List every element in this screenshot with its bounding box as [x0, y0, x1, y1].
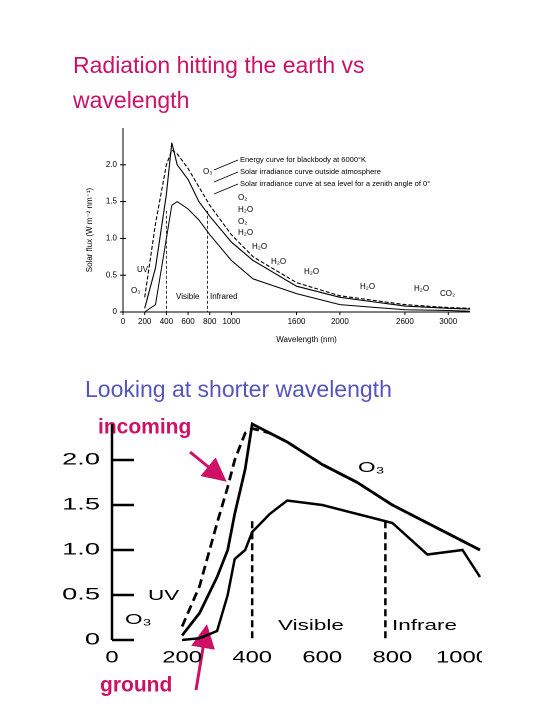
x-tick-label: 400 [232, 648, 272, 667]
incoming-label: incoming [98, 416, 191, 439]
x-tick-label: 800 [373, 648, 413, 667]
y-tick-label: 2.0 [106, 160, 118, 169]
annotation: H₂O [304, 267, 319, 276]
x-axis-label: Wavelength (nm) [276, 335, 337, 344]
chart-title: Looking at shorter wavelength [85, 376, 392, 402]
x-tick-label: 2000 [331, 317, 349, 326]
annotation: Infrare [392, 617, 457, 633]
annotation: O₃ [125, 611, 152, 627]
chart: 0 0.5 1.0 1.5 2.0 0 200 400 600 800 1000 1600 2000 26… [85, 128, 471, 344]
slide-title: Radiation hitting the earth vs [73, 52, 365, 78]
ground-label: ground [100, 674, 172, 697]
x-tick-label: 0 [121, 317, 126, 326]
annotation: H₂O [238, 228, 253, 237]
x-tick-label: 400 [160, 317, 174, 326]
legend-label: Solar irradiance curve outside atmospher… [240, 167, 381, 176]
annotation: O₂ [238, 217, 247, 226]
x-tick-label: 600 [181, 317, 195, 326]
annotation: H₂O [414, 284, 429, 293]
x-tick-label: 2600 [396, 317, 414, 326]
annotation: UV [137, 265, 149, 274]
y-tick-label: 1.0 [62, 539, 100, 558]
series-line [144, 142, 471, 310]
annotation: H₂O [360, 282, 375, 291]
y-tick-label: 0 [113, 307, 118, 316]
annotation: H₂O [238, 205, 253, 214]
arrow [189, 450, 227, 482]
legend-label: Energy curve for blackbody at 6000°K [240, 155, 366, 164]
series-line [181, 421, 481, 637]
y-tick-label: 0.5 [106, 270, 118, 279]
annotation: CO₂ [440, 289, 455, 298]
annotation: Visible [176, 292, 200, 301]
y-tick-label: 2.0 [62, 449, 100, 468]
series-line [144, 149, 471, 309]
arrow [191, 624, 215, 691]
y-tick-label: 1.5 [62, 494, 100, 513]
x-tick-label: 0 [105, 648, 118, 667]
annotation: Visible [278, 617, 344, 633]
chart: 0 0.5 1.0 1.5 2.0 0 200 400 600 800 1000 O₃ UV O₃ Visi… [62, 421, 489, 667]
slide-title: wavelength [72, 87, 189, 113]
x-tick-label: 1000 [223, 317, 241, 326]
x-tick-label: 600 [302, 648, 342, 667]
x-tick-label: 1600 [288, 317, 306, 326]
legend-label: Solar irradiance curve at sea level for … [240, 179, 430, 188]
x-tick-label: 1000 [436, 648, 489, 667]
x-tick-label: 3000 [439, 317, 457, 326]
y-tick-label: 0 [85, 629, 100, 648]
annotation: O₃ [203, 167, 212, 176]
x-tick-label: 200 [138, 317, 152, 326]
annotation: H₂O [252, 242, 267, 251]
y-tick-label: 0.5 [62, 584, 100, 603]
legend-line [213, 159, 239, 171]
x-tick-label: 200 [162, 648, 202, 667]
annotation: O₃ [131, 286, 140, 295]
y-axis-label: Solar flux (W m⁻² nm⁻¹) [85, 187, 94, 272]
annotation: O₃ [358, 459, 385, 475]
annotation: H₂O [271, 257, 286, 266]
annotation: UV [148, 587, 180, 603]
legend-line [213, 183, 239, 195]
series-line [144, 200, 471, 313]
annotation: O₂ [238, 193, 247, 202]
annotation: Infrared [210, 292, 238, 301]
y-tick-label: 1.0 [106, 234, 118, 243]
legend-line [213, 171, 239, 183]
series-line [181, 499, 482, 642]
x-tick-label: 800 [203, 317, 217, 326]
y-tick-label: 1.5 [106, 197, 118, 206]
